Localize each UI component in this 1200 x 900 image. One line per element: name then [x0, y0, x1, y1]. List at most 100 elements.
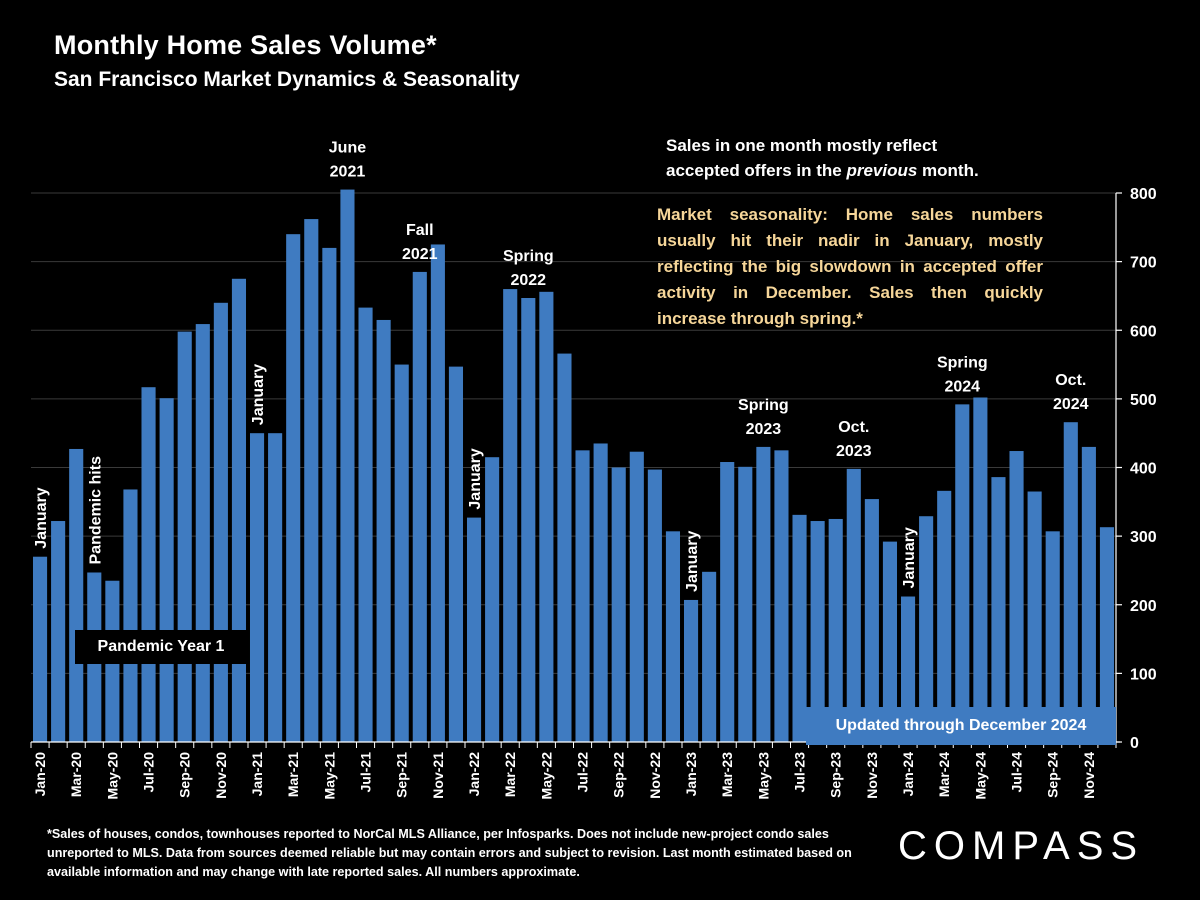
bar-Aug-23 — [810, 521, 825, 742]
bar-Dec-23 — [882, 541, 898, 742]
offers-note-line2a: accepted offers in the — [666, 161, 847, 180]
x-tick-label: May-20 — [104, 752, 120, 800]
offers-note: Sales in one month mostly reflect accept… — [666, 133, 1018, 183]
y-tick-label: 400 — [1130, 461, 1157, 478]
bar-Aug-20 — [159, 398, 174, 742]
annotation-label: Oct. — [838, 419, 869, 436]
pandemic-year-box: Pandemic Year 1 — [75, 630, 247, 664]
bar-Dec-24 — [1099, 527, 1115, 742]
bar-Oct-20 — [195, 324, 210, 742]
x-tick-label: Sep-20 — [177, 752, 193, 798]
annotation-label: June — [329, 140, 366, 157]
bar-Nov-23 — [864, 499, 879, 742]
bar-Feb-23 — [702, 571, 717, 742]
x-tick-label: May-22 — [538, 752, 554, 800]
annotation-label: 2022 — [510, 272, 546, 289]
seasonality-note: Market seasonality: Home sales numbers u… — [657, 205, 1043, 328]
x-tick-label: May-24 — [972, 752, 988, 800]
y-tick-label: 600 — [1130, 323, 1157, 340]
annotation-label: January — [250, 364, 267, 425]
compass-logo: COMPASS — [898, 824, 1145, 868]
x-tick-label: Jan-22 — [466, 752, 482, 797]
bar-Sep-21 — [394, 364, 409, 742]
x-tick-label: Nov-20 — [213, 752, 229, 799]
bar-Jul-20 — [141, 387, 156, 742]
bar-Jan-20 — [32, 556, 48, 742]
bar-Jun-20 — [123, 489, 138, 742]
bar-Nov-24 — [1081, 446, 1096, 742]
bar-Feb-21 — [268, 433, 283, 742]
bar-Jan-21 — [249, 433, 265, 742]
annotation-label: 2023 — [746, 421, 782, 438]
annotation-label: January — [33, 487, 50, 548]
bar-Jun-22 — [557, 353, 572, 742]
footnote: *Sales of houses, condos, townhouses rep… — [47, 827, 852, 879]
bar-Apr-21 — [304, 219, 319, 742]
bar-Jan-23 — [683, 599, 699, 742]
chart-subtitle: San Francisco Market Dynamics & Seasonal… — [54, 68, 520, 91]
x-tick-label: Sep-24 — [1045, 752, 1061, 798]
bar-Mar-24 — [937, 490, 952, 742]
annotation-label: Spring — [503, 248, 554, 265]
x-tick-label: Sep-21 — [394, 752, 410, 798]
x-tick-label: Jul-21 — [358, 752, 374, 793]
bar-Nov-22 — [647, 469, 662, 742]
bar-Feb-24 — [919, 516, 934, 742]
x-tick-label: Jul-22 — [575, 752, 591, 793]
bar-Nov-20 — [213, 302, 228, 742]
bar-Feb-20 — [51, 521, 66, 742]
annotation-label: 2021 — [402, 246, 438, 263]
bar-Dec-22 — [665, 531, 681, 742]
x-tick-label: Nov-21 — [430, 752, 446, 799]
x-tick-label: Mar-22 — [502, 752, 518, 797]
x-tick-label: Mar-20 — [68, 752, 84, 797]
x-tick-label: Nov-24 — [1081, 752, 1097, 799]
bar-May-22 — [539, 291, 554, 742]
annotation-label: 2021 — [330, 164, 366, 181]
bar-May-23 — [756, 446, 771, 742]
y-tick-label: 500 — [1130, 392, 1157, 409]
x-tick-label: Nov-22 — [647, 752, 663, 799]
bar-May-24 — [973, 397, 988, 742]
bar-May-21 — [322, 247, 337, 742]
annotation-label: January — [467, 448, 484, 509]
bar-Apr-23 — [738, 466, 753, 742]
x-tick-label: Jan-23 — [683, 752, 699, 797]
bar-Jan-24 — [900, 596, 916, 742]
x-tick-label: Nov-23 — [864, 752, 880, 799]
annotation-label: Spring — [937, 354, 988, 371]
updated-through-box: Updated through December 2024 — [806, 707, 1116, 745]
annotation-label: 2024 — [1053, 396, 1089, 413]
y-tick-label: 800 — [1130, 186, 1157, 203]
x-tick-label: May-21 — [321, 752, 337, 800]
x-tick-label: Jan-21 — [249, 752, 265, 797]
bar-Sep-23 — [828, 518, 843, 742]
offers-note-emphasis: previous — [846, 161, 918, 180]
annotation-label: January — [684, 530, 701, 591]
x-tick-label: Jul-24 — [1009, 752, 1025, 793]
y-tick-label: 300 — [1130, 529, 1157, 546]
bar-Oct-21 — [412, 271, 427, 742]
bar-Mar-22 — [503, 289, 518, 742]
bar-Dec-21 — [448, 366, 464, 742]
x-tick-label: Jul-23 — [792, 752, 808, 793]
y-tick-label: 200 — [1130, 598, 1157, 615]
chart-title: Monthly Home Sales Volume* — [54, 30, 437, 60]
bar-Mar-21 — [286, 234, 301, 743]
bar-Jul-22 — [575, 450, 590, 742]
bar-Aug-22 — [593, 443, 608, 742]
annotation-label: Pandemic hits — [87, 456, 104, 565]
bar-Feb-22 — [485, 457, 500, 742]
bar-Dec-20 — [231, 278, 247, 742]
x-tick-label: Jan-24 — [900, 752, 916, 797]
bar-Mar-20 — [69, 448, 84, 742]
bar-Apr-24 — [955, 404, 970, 742]
bar-Sep-22 — [611, 467, 626, 742]
x-tick-label: May-23 — [755, 752, 771, 800]
bar-Sep-20 — [177, 331, 192, 742]
annotation-label: Oct. — [1055, 372, 1086, 389]
bar-Jul-24 — [1009, 451, 1024, 742]
bar-Sep-24 — [1045, 531, 1060, 742]
x-tick-label: Sep-22 — [611, 752, 627, 798]
